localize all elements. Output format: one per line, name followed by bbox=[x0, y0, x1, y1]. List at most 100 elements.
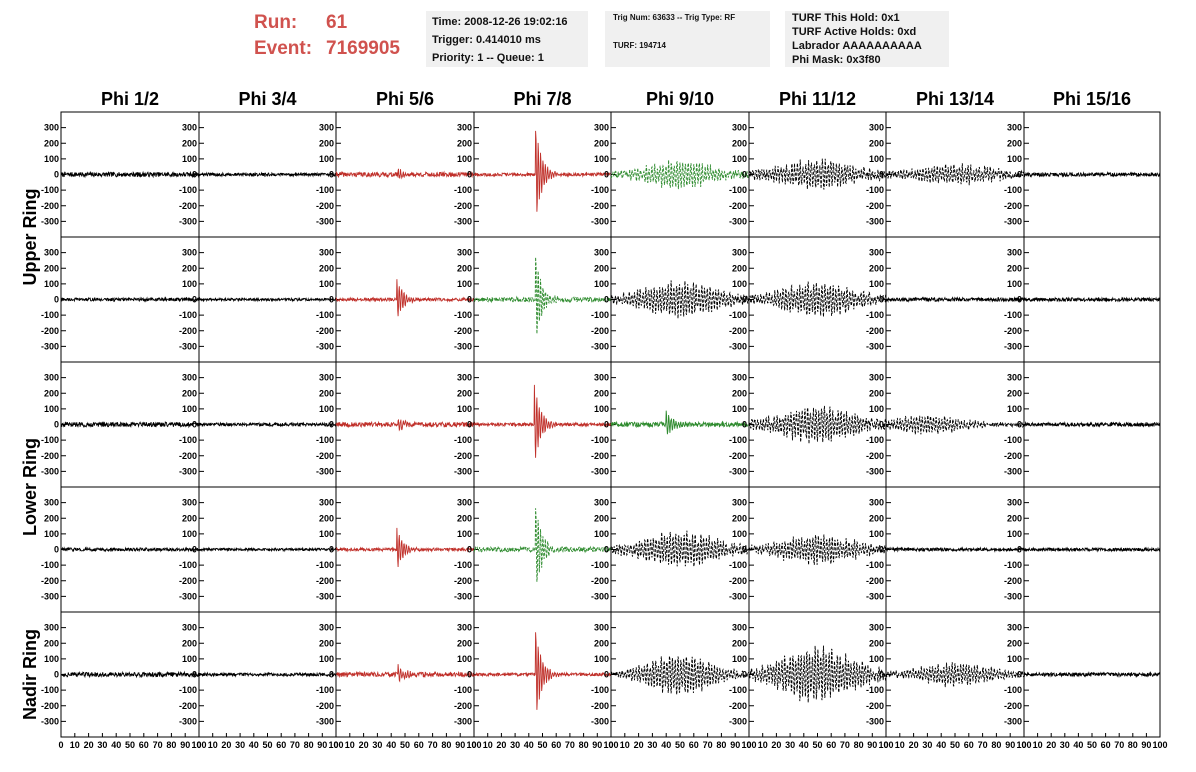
y-tick-label: 200 bbox=[869, 388, 884, 398]
x-tick-label: 0 bbox=[58, 740, 63, 750]
y-tick-label: 0 bbox=[742, 295, 747, 305]
waveform-trace bbox=[60, 421, 200, 429]
y-tick-label: 300 bbox=[732, 498, 747, 508]
x-tick-label: 60 bbox=[826, 740, 836, 750]
waveform-trace bbox=[610, 530, 750, 567]
y-tick-label: 200 bbox=[594, 263, 609, 273]
y-tick-label: 300 bbox=[182, 623, 197, 633]
y-tick-label: -100 bbox=[41, 560, 59, 570]
waveform-trace bbox=[1023, 170, 1161, 178]
y-tick-label: 300 bbox=[594, 623, 609, 633]
y-tick-label: 300 bbox=[594, 248, 609, 258]
y-tick-label: 300 bbox=[869, 498, 884, 508]
y-tick-label: 100 bbox=[594, 154, 609, 164]
y-tick-label: 100 bbox=[732, 279, 747, 289]
y-tick-label: 300 bbox=[457, 123, 472, 133]
y-tick-label: 0 bbox=[1017, 295, 1022, 305]
x-tick-label: 100 bbox=[741, 740, 756, 750]
y-tick-label: 0 bbox=[192, 545, 197, 555]
y-tick-label: 100 bbox=[182, 529, 197, 539]
waveform-trace bbox=[335, 527, 475, 568]
y-tick-label: 100 bbox=[594, 404, 609, 414]
y-tick-label: 100 bbox=[732, 154, 747, 164]
y-tick-label: 100 bbox=[1007, 404, 1022, 414]
waveform-trace bbox=[748, 405, 887, 444]
y-tick-label: 200 bbox=[1007, 638, 1022, 648]
ring-label: Upper Ring bbox=[20, 189, 40, 286]
x-tick-label: 80 bbox=[1128, 740, 1138, 750]
y-tick-label: -300 bbox=[454, 216, 472, 226]
y-tick-label: -100 bbox=[316, 685, 334, 695]
y-tick-label: 100 bbox=[1007, 279, 1022, 289]
x-tick-label: 40 bbox=[1073, 740, 1083, 750]
y-tick-label: -200 bbox=[591, 326, 609, 336]
x-tick-label: 90 bbox=[317, 740, 327, 750]
waveform-trace bbox=[473, 130, 611, 212]
y-tick-label: 300 bbox=[319, 373, 334, 383]
x-tick-label: 30 bbox=[235, 740, 245, 750]
y-tick-label: 200 bbox=[182, 638, 197, 648]
y-tick-label: 200 bbox=[732, 513, 747, 523]
y-tick-label: 100 bbox=[44, 404, 59, 414]
y-tick-label: 0 bbox=[604, 295, 609, 305]
y-tick-label: 100 bbox=[319, 279, 334, 289]
y-tick-label: 200 bbox=[732, 638, 747, 648]
x-tick-label: 30 bbox=[647, 740, 657, 750]
y-tick-label: 100 bbox=[182, 404, 197, 414]
x-tick-label: 40 bbox=[386, 740, 396, 750]
waveform-trace bbox=[198, 296, 337, 303]
y-tick-label: 0 bbox=[467, 420, 472, 430]
y-tick-label: -300 bbox=[1004, 716, 1022, 726]
y-tick-label: 200 bbox=[732, 263, 747, 273]
x-tick-label: 50 bbox=[262, 740, 272, 750]
x-tick-label: 90 bbox=[1141, 740, 1151, 750]
x-tick-label: 30 bbox=[372, 740, 382, 750]
x-tick-label: 20 bbox=[359, 740, 369, 750]
y-tick-label: -100 bbox=[1004, 435, 1022, 445]
waveform-trace bbox=[748, 645, 887, 703]
y-tick-label: 200 bbox=[319, 138, 334, 148]
y-tick-label: 200 bbox=[1007, 263, 1022, 273]
y-tick-label: 200 bbox=[869, 638, 884, 648]
y-tick-label: 100 bbox=[319, 654, 334, 664]
y-tick-label: 300 bbox=[182, 248, 197, 258]
y-tick-label: 200 bbox=[457, 263, 472, 273]
x-tick-label: 80 bbox=[441, 740, 451, 750]
y-tick-label: -300 bbox=[866, 591, 884, 601]
y-tick-label: 200 bbox=[457, 638, 472, 648]
waveform-trace bbox=[885, 163, 1025, 186]
y-tick-label: 100 bbox=[869, 279, 884, 289]
y-tick-label: -100 bbox=[41, 310, 59, 320]
time-info-box: Time: 2008-12-26 19:02:16 Trigger: 0.414… bbox=[426, 11, 588, 67]
y-tick-label: -300 bbox=[41, 466, 59, 476]
y-tick-label: -100 bbox=[41, 185, 59, 195]
time-text: Time: 2008-12-26 19:02:16 bbox=[432, 16, 568, 28]
y-tick-label: 100 bbox=[182, 279, 197, 289]
y-tick-label: -300 bbox=[729, 716, 747, 726]
turf-active-holds-text: TURF Active Holds: 0xd bbox=[792, 26, 917, 38]
y-tick-label: 100 bbox=[594, 529, 609, 539]
y-tick-label: -300 bbox=[179, 466, 197, 476]
y-tick-label: 200 bbox=[182, 513, 197, 523]
x-tick-label: 50 bbox=[1087, 740, 1097, 750]
waveform-trace bbox=[610, 280, 750, 319]
y-tick-label: 0 bbox=[467, 545, 472, 555]
y-tick-label: 0 bbox=[54, 420, 59, 430]
waveform-trace bbox=[1023, 546, 1161, 553]
y-tick-label: 200 bbox=[44, 388, 59, 398]
y-tick-label: -300 bbox=[179, 591, 197, 601]
y-tick-label: 100 bbox=[182, 654, 197, 664]
y-tick-label: -200 bbox=[729, 326, 747, 336]
y-tick-label: -300 bbox=[454, 716, 472, 726]
y-tick-label: -100 bbox=[866, 185, 884, 195]
x-tick-label: 20 bbox=[1046, 740, 1056, 750]
y-tick-label: -100 bbox=[179, 435, 197, 445]
y-tick-label: 300 bbox=[1007, 498, 1022, 508]
y-tick-label: -200 bbox=[454, 201, 472, 211]
column-title: Phi 11/12 bbox=[779, 89, 856, 109]
y-tick-label: 0 bbox=[54, 295, 59, 305]
x-tick-label: 60 bbox=[276, 740, 286, 750]
x-tick-label: 40 bbox=[661, 740, 671, 750]
y-tick-label: -200 bbox=[179, 701, 197, 711]
y-tick-label: 0 bbox=[742, 420, 747, 430]
